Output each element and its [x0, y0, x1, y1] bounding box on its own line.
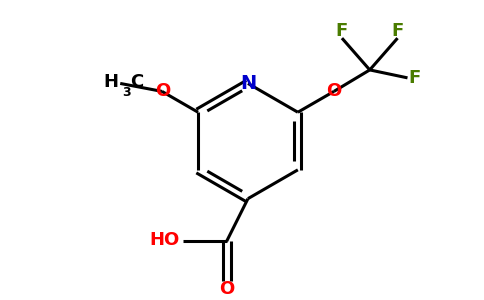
Text: F: F: [408, 69, 421, 87]
Text: F: F: [392, 22, 404, 40]
Text: N: N: [240, 74, 256, 93]
Text: H: H: [103, 74, 118, 92]
Text: C: C: [130, 74, 143, 92]
Text: O: O: [155, 82, 170, 100]
Text: O: O: [219, 280, 234, 298]
Text: O: O: [326, 82, 342, 100]
Text: HO: HO: [150, 231, 180, 249]
Text: 3: 3: [122, 86, 131, 99]
Text: F: F: [336, 22, 348, 40]
